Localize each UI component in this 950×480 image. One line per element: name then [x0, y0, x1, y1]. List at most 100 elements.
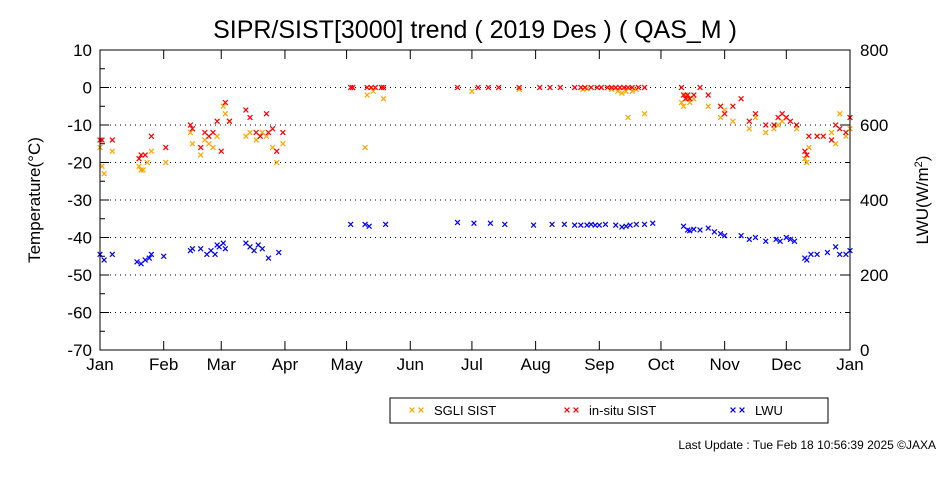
- point-lwu: [530, 222, 537, 228]
- x-tick-label: May: [331, 355, 364, 374]
- point-lwu: [686, 227, 693, 234]
- point-in-situ-sist: [372, 84, 379, 91]
- y-tick-label: -70: [67, 341, 92, 360]
- y-tick-label: -50: [67, 266, 92, 285]
- grid-lines: [100, 87, 850, 313]
- x-tick-label: Feb: [149, 355, 178, 374]
- point-sgli-sist: [210, 144, 216, 151]
- x-tick-label: Apr: [272, 355, 299, 374]
- point-lwu: [791, 238, 798, 245]
- point-in-situ-sist: [280, 129, 286, 136]
- point-in-situ-sist: [738, 95, 744, 102]
- point-lwu: [584, 222, 590, 228]
- point-in-situ-sist: [557, 84, 564, 91]
- point-lwu: [366, 223, 373, 230]
- x-tick-label: Mar: [207, 355, 237, 374]
- point-in-situ-sist: [454, 84, 461, 91]
- point-lwu: [134, 259, 140, 265]
- point-lwu: [189, 245, 196, 252]
- point-in-situ-sist: [273, 148, 280, 155]
- point-lwu: [251, 247, 257, 254]
- point-sgli-sist: [516, 86, 523, 93]
- y-tick-label: -30: [67, 191, 92, 210]
- point-lwu: [633, 221, 640, 228]
- point-lwu: [362, 221, 368, 228]
- y2-tick-label: 600: [860, 116, 888, 135]
- point-lwu: [220, 240, 227, 246]
- point-in-situ-sist: [801, 148, 808, 155]
- point-sgli-sist: [364, 92, 370, 98]
- legend-marker: [730, 407, 736, 413]
- point-lwu: [501, 221, 508, 228]
- point-lwu: [382, 221, 389, 228]
- point-lwu: [697, 227, 703, 233]
- point-sgli-sist: [608, 86, 615, 93]
- y-tick-label: -20: [67, 154, 92, 173]
- point-in-situ-sist: [475, 84, 481, 91]
- point-in-situ-sist: [210, 129, 216, 136]
- point-in-situ-sist: [635, 84, 642, 91]
- point-in-situ-sist: [608, 84, 615, 91]
- point-in-situ-sist: [577, 84, 584, 91]
- point-in-situ-sist: [142, 152, 149, 158]
- point-lwu: [197, 245, 204, 252]
- point-sgli-sist: [162, 159, 169, 166]
- last-update-text: Last Update : Tue Feb 18 10:56:39 2025 ©…: [678, 438, 936, 452]
- point-lwu: [101, 257, 107, 263]
- point-sgli-sist: [641, 110, 648, 117]
- y2-tick-label: 400: [860, 191, 888, 210]
- point-in-situ-sist: [218, 148, 225, 155]
- point-lwu: [571, 222, 578, 228]
- point-lwu: [836, 251, 843, 258]
- point-lwu: [588, 221, 594, 228]
- point-in-situ-sist: [820, 133, 827, 140]
- point-lwu: [142, 257, 149, 263]
- point-in-situ-sist: [836, 125, 843, 132]
- y-tick-label: -40: [67, 229, 92, 248]
- chart-title: SIPR/SIST[3000] trend ( 2019 Des ) ( QAS…: [213, 16, 737, 44]
- point-sgli-sist: [801, 155, 808, 162]
- point-in-situ-sist: [804, 152, 810, 158]
- point-lwu: [691, 226, 697, 233]
- legend-marker: [564, 407, 570, 413]
- legend-label: SGLI SIST: [434, 403, 496, 418]
- point-lwu: [259, 245, 266, 252]
- y-axis-label: Temperature(°C): [25, 137, 44, 263]
- point-sgli-sist: [144, 159, 151, 166]
- legend: SGLI SIST in-situ SIST LWU: [389, 397, 829, 424]
- y2-label-main: LWU(W/m: [913, 167, 932, 244]
- point-in-situ-sist: [598, 84, 605, 91]
- y2-label-end: ): [913, 156, 932, 162]
- y-tick-label: 0: [83, 79, 92, 98]
- point-in-situ-sist: [516, 84, 523, 91]
- point-in-situ-sist: [721, 110, 728, 117]
- point-in-situ-sist: [684, 92, 691, 98]
- point-lwu: [804, 257, 810, 263]
- point-in-situ-sist: [368, 84, 375, 91]
- point-lwu: [752, 234, 759, 241]
- point-lwu: [717, 230, 724, 237]
- right-axis-ticks: 800 600 400 200 0: [841, 41, 888, 360]
- point-in-situ-sist: [678, 84, 685, 91]
- point-in-situ-sist: [691, 92, 697, 98]
- point-in-situ-sist: [257, 133, 264, 140]
- point-sgli-sist: [380, 95, 387, 102]
- point-in-situ-sist: [214, 118, 220, 125]
- point-in-situ-sist: [705, 92, 712, 98]
- legend-marker: [418, 407, 424, 413]
- point-in-situ-sist: [746, 118, 753, 125]
- point-lwu: [592, 222, 599, 228]
- point-sgli-sist: [370, 88, 377, 95]
- point-lwu: [832, 244, 839, 250]
- point-in-situ-sist: [612, 84, 619, 91]
- point-in-situ-sist: [247, 114, 253, 121]
- point-in-situ-sist: [380, 84, 387, 91]
- point-sgli-sist: [746, 125, 753, 132]
- point-in-situ-sist: [621, 84, 627, 91]
- point-in-situ-sist: [641, 84, 648, 91]
- point-in-situ-sist: [752, 110, 759, 117]
- point-in-situ-sist: [109, 137, 116, 143]
- point-in-situ-sist: [226, 118, 233, 125]
- point-lwu: [746, 236, 753, 243]
- point-sgli-sist: [836, 110, 843, 117]
